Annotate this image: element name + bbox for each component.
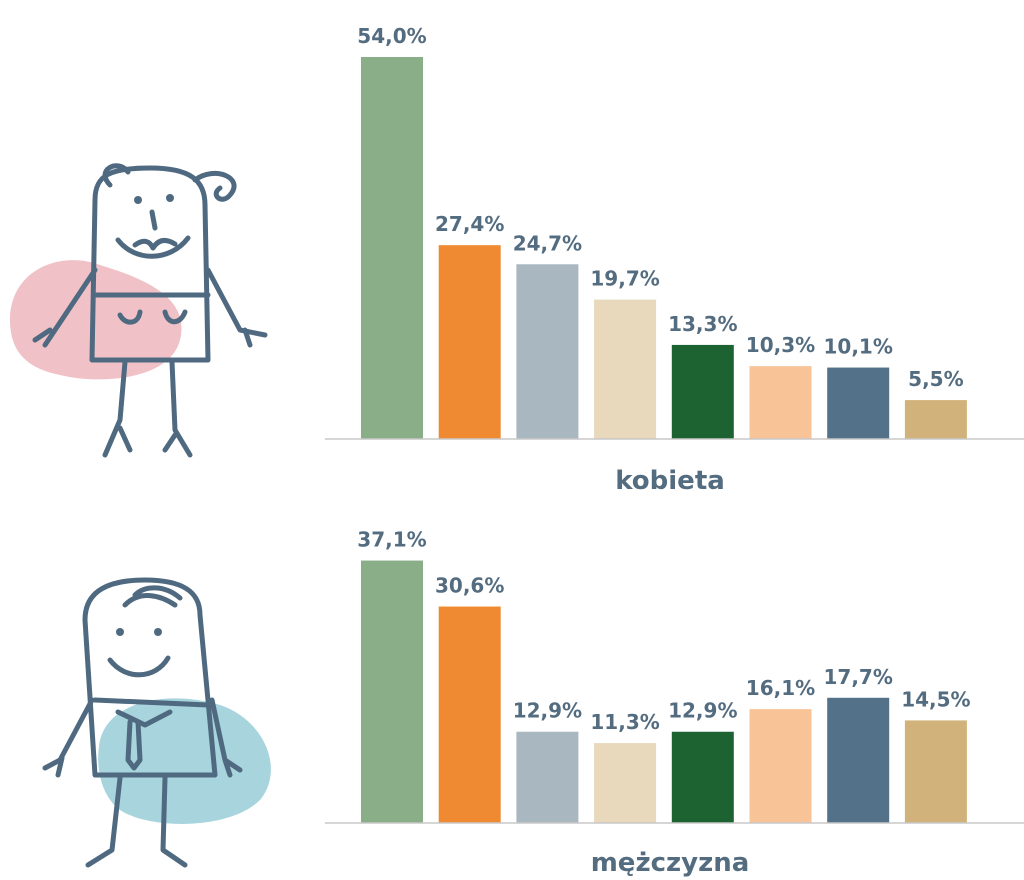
bar bbox=[516, 731, 579, 823]
value-label: 11,3% bbox=[590, 710, 659, 734]
bar bbox=[516, 264, 579, 439]
bar bbox=[438, 606, 501, 823]
bar bbox=[671, 344, 734, 439]
bar bbox=[594, 743, 657, 823]
bar bbox=[904, 720, 967, 823]
woman-figure bbox=[10, 163, 268, 458]
bar bbox=[671, 731, 734, 823]
value-label: 16,1% bbox=[746, 676, 815, 700]
chart-title: kobieta bbox=[615, 466, 725, 496]
value-label: 37,1% bbox=[357, 528, 426, 552]
value-label: 30,6% bbox=[435, 574, 504, 598]
value-label: 10,3% bbox=[746, 333, 815, 357]
chart-title: mężczyzna bbox=[591, 848, 750, 878]
value-label: 27,4% bbox=[435, 212, 504, 236]
bar bbox=[361, 560, 423, 823]
value-label: 14,5% bbox=[901, 687, 970, 711]
bar bbox=[438, 245, 501, 439]
value-label: 12,9% bbox=[668, 699, 737, 723]
value-label: 19,7% bbox=[590, 267, 659, 291]
bar bbox=[827, 367, 890, 439]
value-label: 24,7% bbox=[513, 231, 582, 255]
value-label: 17,7% bbox=[824, 665, 893, 689]
man-figure bbox=[42, 577, 271, 868]
value-label: 12,9% bbox=[513, 699, 582, 723]
bar bbox=[749, 709, 812, 823]
bar bbox=[749, 366, 812, 439]
bar bbox=[361, 57, 423, 439]
bar bbox=[827, 697, 890, 823]
value-label: 5,5% bbox=[908, 367, 963, 391]
bar bbox=[904, 400, 967, 439]
value-label: 54,0% bbox=[357, 24, 426, 48]
value-label: 13,3% bbox=[668, 312, 737, 336]
value-label: 10,1% bbox=[824, 335, 893, 359]
bar bbox=[594, 299, 657, 439]
